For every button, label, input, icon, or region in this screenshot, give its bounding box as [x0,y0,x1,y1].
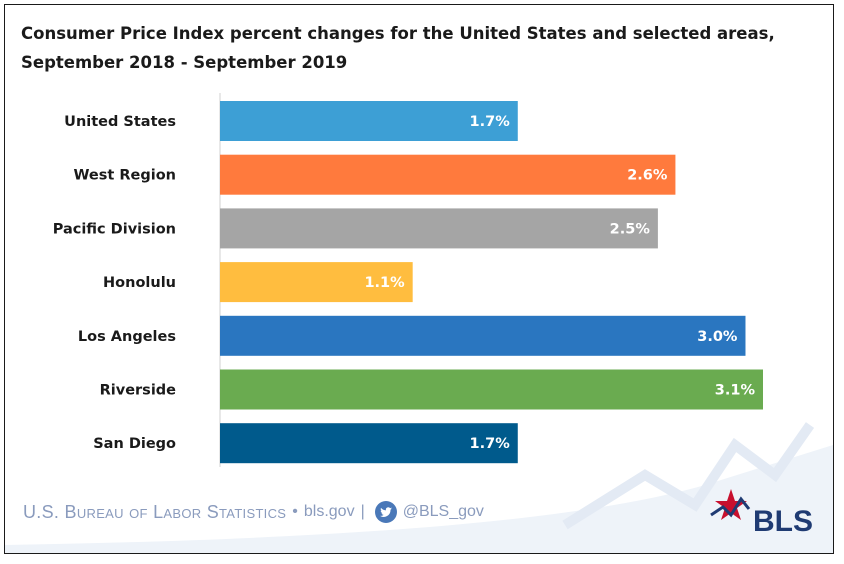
data-label: 1.7% [470,436,511,452]
category-label: Riverside [100,383,177,399]
chart-title-line-2: September 2018 - September 2019 [21,53,348,72]
bar [220,369,763,410]
svg-text:BLS: BLS [753,505,813,538]
footer-bullet: • [292,503,298,520]
chart-title: Consumer Price Index percent changes for… [21,19,821,77]
chart-title-line-1: Consumer Price Index percent changes for… [21,24,775,43]
footer-twitter-handle[interactable]: @BLS_gov [402,503,484,520]
category-label: Honolulu [103,275,176,291]
category-label: Pacific Division [53,221,176,237]
bar [220,101,518,141]
category-label: Los Angeles [78,329,176,345]
footer: U.S. Bureau of Labor Statistics • bls.go… [23,499,484,525]
bar [220,208,658,249]
category-label: San Diego [93,436,176,452]
bls-logo: BLS [710,489,813,538]
footer-divider: | [360,503,365,520]
bar [220,315,746,356]
data-label: 2.5% [610,221,651,237]
footer-site-link[interactable]: bls.gov [303,503,355,520]
data-label: 3.1% [715,383,756,399]
bar [220,262,413,303]
data-label: 3.0% [697,329,738,345]
category-label: United States [64,114,176,130]
data-label: 1.7% [470,114,511,130]
data-label: 1.1% [364,275,405,291]
twitter-icon[interactable] [374,501,397,523]
bar-chart: United States 1.7% West Region 2.6% Pacific … [5,93,833,553]
footer-swoosh [5,422,833,553]
data-label: 2.6% [627,168,668,184]
category-label: West Region [73,168,176,184]
bar [220,423,518,464]
bar [220,154,676,195]
chart-frame: Consumer Price Index percent changes for… [4,4,834,554]
footer-agency: U.S. Bureau of Labor Statistics [23,501,287,522]
